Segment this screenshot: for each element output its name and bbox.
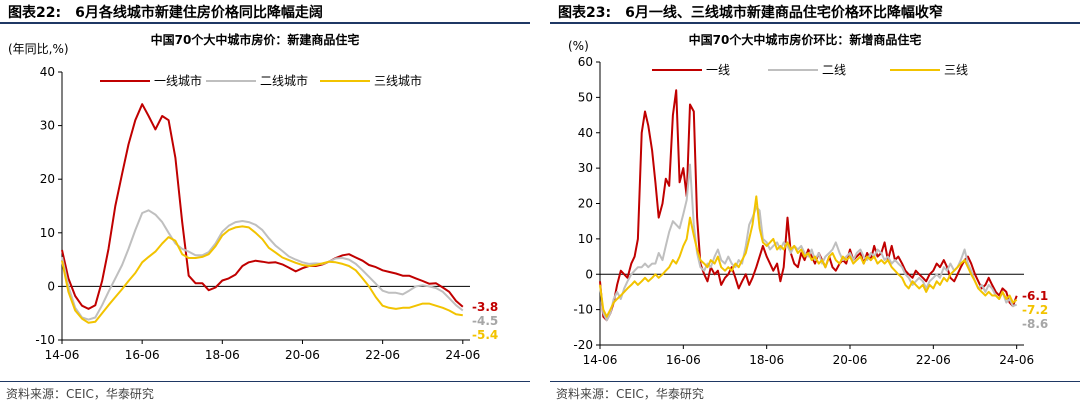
y-tick-label: 20	[578, 197, 593, 211]
figure-number: 图表23:	[558, 5, 612, 21]
y-tick-label: 10	[578, 232, 593, 246]
x-tick-label: 20-06	[833, 353, 868, 367]
series-line-2	[61, 209, 464, 321]
x-tick-label: 16-06	[125, 348, 160, 362]
source-note: 资料来源：CEIC，华泰研究	[6, 387, 154, 401]
x-tick-label: 20-06	[285, 348, 320, 362]
legend-label: 三线城市	[374, 73, 422, 88]
y-tick-label: 40	[578, 126, 593, 140]
bottom-rule	[550, 381, 1080, 382]
x-tick-label: 14-06	[45, 348, 80, 362]
y-axis-label: (年同比,%)	[8, 42, 69, 56]
x-tick-label: 22-06	[365, 348, 400, 362]
y-tick-label: 10	[40, 226, 55, 240]
legend-label: 二线	[822, 63, 846, 77]
x-tick-label: 24-06	[999, 353, 1034, 367]
figure-title: 图表23: 6月一线、三线城市新建商品住宅价格环比降幅收窄	[558, 2, 943, 22]
series-line-3	[599, 195, 1018, 318]
series-line-1	[599, 89, 1018, 322]
x-tick-label: 18-06	[749, 353, 784, 367]
y-tick-label: 20	[40, 172, 55, 186]
legend-label: 一线城市	[154, 73, 202, 88]
y-axis-label: (%)	[568, 39, 589, 53]
figure-title-text: 6月一线、三线城市新建商品住宅价格环比降幅收窄	[625, 5, 943, 21]
series-line-1	[61, 103, 464, 310]
chart-title: 中国70个大中城市房价环比：新增商品住宅	[689, 32, 922, 47]
end-value-label: -8.6	[1022, 317, 1048, 331]
y-tick-label: 40	[40, 65, 55, 79]
y-tick-label: 30	[578, 161, 593, 175]
y-tick-label: -20	[573, 338, 593, 352]
mom-price-chart: 中国70个大中城市房价环比：新增商品住宅 (%) -20 -10 0 10 20 30 40 50…	[568, 32, 1048, 367]
end-value-label: -6.1	[1022, 289, 1048, 303]
legend-label: 二线城市	[260, 73, 308, 88]
series-line-2	[599, 163, 1018, 322]
x-tick-label: 22-06	[916, 353, 951, 367]
y-tick-label: 0	[47, 279, 55, 293]
figure-title: 图表22: 6月各线城市新建住房价格同比降幅走阔	[8, 2, 323, 22]
figure-22-panel: 图表22: 6月各线城市新建住房价格同比降幅走阔 中国70个大中城市房价：新建商品…	[0, 0, 530, 406]
x-tick-label: 24-06	[445, 348, 480, 362]
source-note: 资料来源：CEIC，华泰研究	[556, 387, 704, 401]
x-tick-label: 18-06	[205, 348, 240, 362]
x-tick-label: 14-06	[583, 353, 618, 367]
legend-label: 三线	[944, 63, 968, 77]
y-tick-label: 30	[40, 119, 55, 133]
end-value-label: -3.8	[472, 300, 498, 314]
figure-23-panel: 图表23: 6月一线、三线城市新建商品住宅价格环比降幅收窄 中国70个大中城市房价…	[550, 0, 1080, 406]
yoy-price-chart: 中国70个大中城市房价：新建商品住宅 (年同比,%) -10 0 10 20 30 40 14-…	[8, 32, 498, 362]
y-tick-label: -10	[35, 333, 55, 347]
y-tick-label: 50	[578, 90, 593, 104]
series-line-3	[61, 225, 463, 324]
end-value-label: -7.2	[1022, 303, 1048, 317]
chart-title: 中国70个大中城市房价：新建商品住宅	[151, 32, 360, 47]
y-tick-label: -10	[573, 303, 593, 317]
figure-title-text: 6月各线城市新建住房价格同比降幅走阔	[75, 5, 323, 21]
y-tick-label: 0	[585, 267, 593, 281]
end-value-label: -4.5	[472, 314, 498, 328]
bottom-rule	[0, 381, 530, 382]
x-tick-label: 16-06	[666, 353, 701, 367]
figure-number: 图表22:	[8, 5, 62, 21]
end-value-label: -5.4	[472, 328, 498, 342]
legend-label: 一线	[706, 63, 730, 77]
title-rule	[0, 22, 530, 24]
title-rule	[550, 22, 1080, 24]
y-tick-label: 60	[578, 55, 593, 69]
